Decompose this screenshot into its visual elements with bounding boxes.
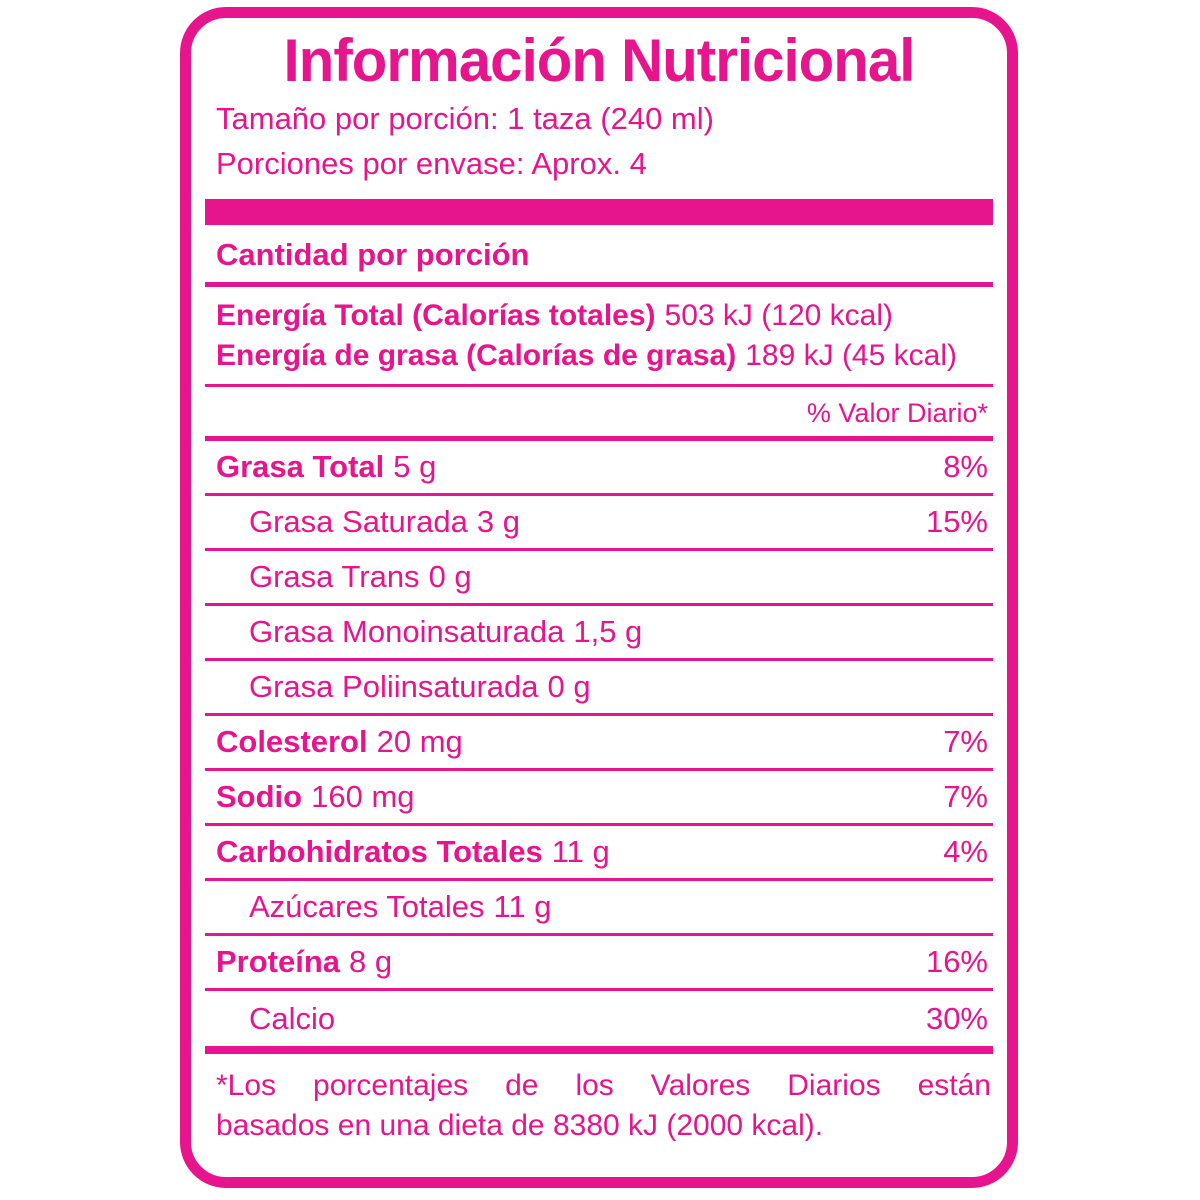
nutrition-label: Información Nutricional Tamaño por porci… — [180, 7, 1018, 1188]
nutrient-amount: 8 g — [349, 944, 393, 979]
nutrient-dv: 8% — [943, 449, 988, 484]
energy-total-line: Energía Total (Calorías totales) 503 kJ (… — [216, 296, 993, 336]
nutrient-amount: 11 g — [493, 889, 552, 924]
nutrient-row-azucares: Azúcares Totales 11 g — [205, 881, 993, 936]
divider — [205, 436, 993, 441]
label-title: Información Nutricional — [283, 27, 916, 94]
divider — [205, 282, 993, 287]
nutrient-amount: 5 g — [393, 449, 437, 484]
nutrient-label: Grasa Trans — [249, 559, 420, 594]
nutrient-rows: Grasa Total 5 g 8% Grasa Saturada 3 g 15% … — [205, 441, 993, 1046]
nutrient-label: Grasa Poliinsaturada — [249, 669, 539, 704]
nutrient-row-calcio: Calcio 30% — [205, 991, 993, 1046]
energy-fat-value: 189 kJ (45 kcal) — [745, 339, 957, 372]
energy-fat-label: Energía de grasa (Calorías de grasa) — [216, 339, 737, 372]
nutrient-amount: 20 mg — [376, 724, 463, 759]
nutrient-row-grasa-total: Grasa Total 5 g 8% — [205, 441, 993, 496]
nutrient-dv: 4% — [943, 834, 988, 869]
nutrient-amount: 0 g — [428, 559, 472, 594]
nutrient-label: Proteína — [216, 944, 341, 979]
nutrient-dv: 15% — [925, 504, 988, 539]
nutrient-row-sodio: Sodio 160 mg 7% — [205, 771, 993, 826]
amount-per-serving-header: Cantidad por porción — [216, 237, 530, 272]
nutrient-amount: 11 g — [551, 834, 610, 869]
nutrient-dv: 30% — [925, 1000, 988, 1036]
nutrient-amount: 160 mg — [311, 779, 415, 814]
footnote-line-2: basados en una dieta de 8380 kJ (2000 kc… — [216, 1109, 824, 1142]
nutrient-label: Azúcares Totales — [249, 889, 485, 924]
nutrient-dv: 7% — [943, 724, 988, 759]
serving-size: Tamaño por porción: 1 taza (240 ml) — [216, 101, 714, 136]
energy-fat-line: Energía de grasa (Calorías de grasa) 189 … — [216, 336, 993, 376]
nutrient-label: Sodio — [216, 779, 303, 814]
nutrient-row-proteina: Proteína 8 g 16% — [205, 936, 993, 991]
energy-block: Energía Total (Calorías totales) 503 kJ (… — [205, 287, 993, 384]
divider — [205, 384, 993, 387]
nutrient-amount: 0 g — [547, 669, 591, 704]
footer-divider — [205, 1046, 993, 1054]
nutrient-amount: 3 g — [476, 504, 520, 539]
nutrient-amount: 1,5 g — [573, 614, 643, 649]
nutrient-row-grasa-monoinsaturada: Grasa Monoinsaturada 1,5 g — [205, 606, 993, 661]
nutrient-label: Grasa Saturada — [249, 504, 468, 539]
nutrient-row-grasa-saturada: Grasa Saturada 3 g 15% — [205, 496, 993, 551]
nutrient-row-grasa-poliinsaturada: Grasa Poliinsaturada 0 g — [205, 661, 993, 716]
nutrient-row-colesterol: Colesterol 20 mg 7% — [205, 716, 993, 771]
nutrient-label: Grasa Monoinsaturada — [249, 614, 565, 649]
daily-value-header: % Valor Diario* — [806, 398, 988, 428]
section-divider-bar — [205, 199, 993, 225]
footnote-line-1: *Los porcentajes de los Valores Diarios … — [216, 1069, 991, 1102]
footnote: *Los porcentajes de los Valores Diarios … — [205, 1066, 993, 1146]
nutrient-label: Grasa Total — [216, 449, 385, 484]
servings-per-container: Porciones por envase: Aprox. 4 — [216, 146, 647, 181]
nutrient-row-grasa-trans: Grasa Trans 0 g — [205, 551, 993, 606]
nutrient-dv: 7% — [943, 779, 988, 814]
nutrient-label: Carbohidratos Totales — [216, 834, 543, 869]
nutrient-row-carbohidratos: Carbohidratos Totales 11 g 4% — [205, 826, 993, 881]
nutrient-dv: 16% — [925, 944, 988, 979]
energy-total-value: 503 kJ (120 kcal) — [664, 299, 893, 332]
nutrient-label: Calcio — [249, 1000, 336, 1036]
nutrient-label: Colesterol — [216, 724, 368, 759]
energy-total-label: Energía Total (Calorías totales) — [216, 299, 656, 332]
